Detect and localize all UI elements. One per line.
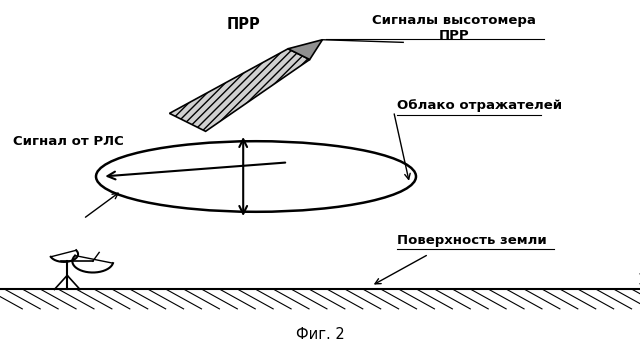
Text: Сигнал от РЛС: Сигнал от РЛС bbox=[13, 135, 124, 148]
Text: Облако отражателей: Облако отражателей bbox=[397, 100, 562, 112]
Text: Сигналы высотомера
ПРР: Сигналы высотомера ПРР bbox=[372, 14, 536, 42]
Polygon shape bbox=[288, 40, 323, 60]
Text: Фиг. 2: Фиг. 2 bbox=[296, 328, 344, 342]
Polygon shape bbox=[170, 49, 310, 131]
Text: ПРР: ПРР bbox=[227, 17, 260, 32]
Text: Поверхность земли: Поверхность земли bbox=[397, 234, 547, 246]
